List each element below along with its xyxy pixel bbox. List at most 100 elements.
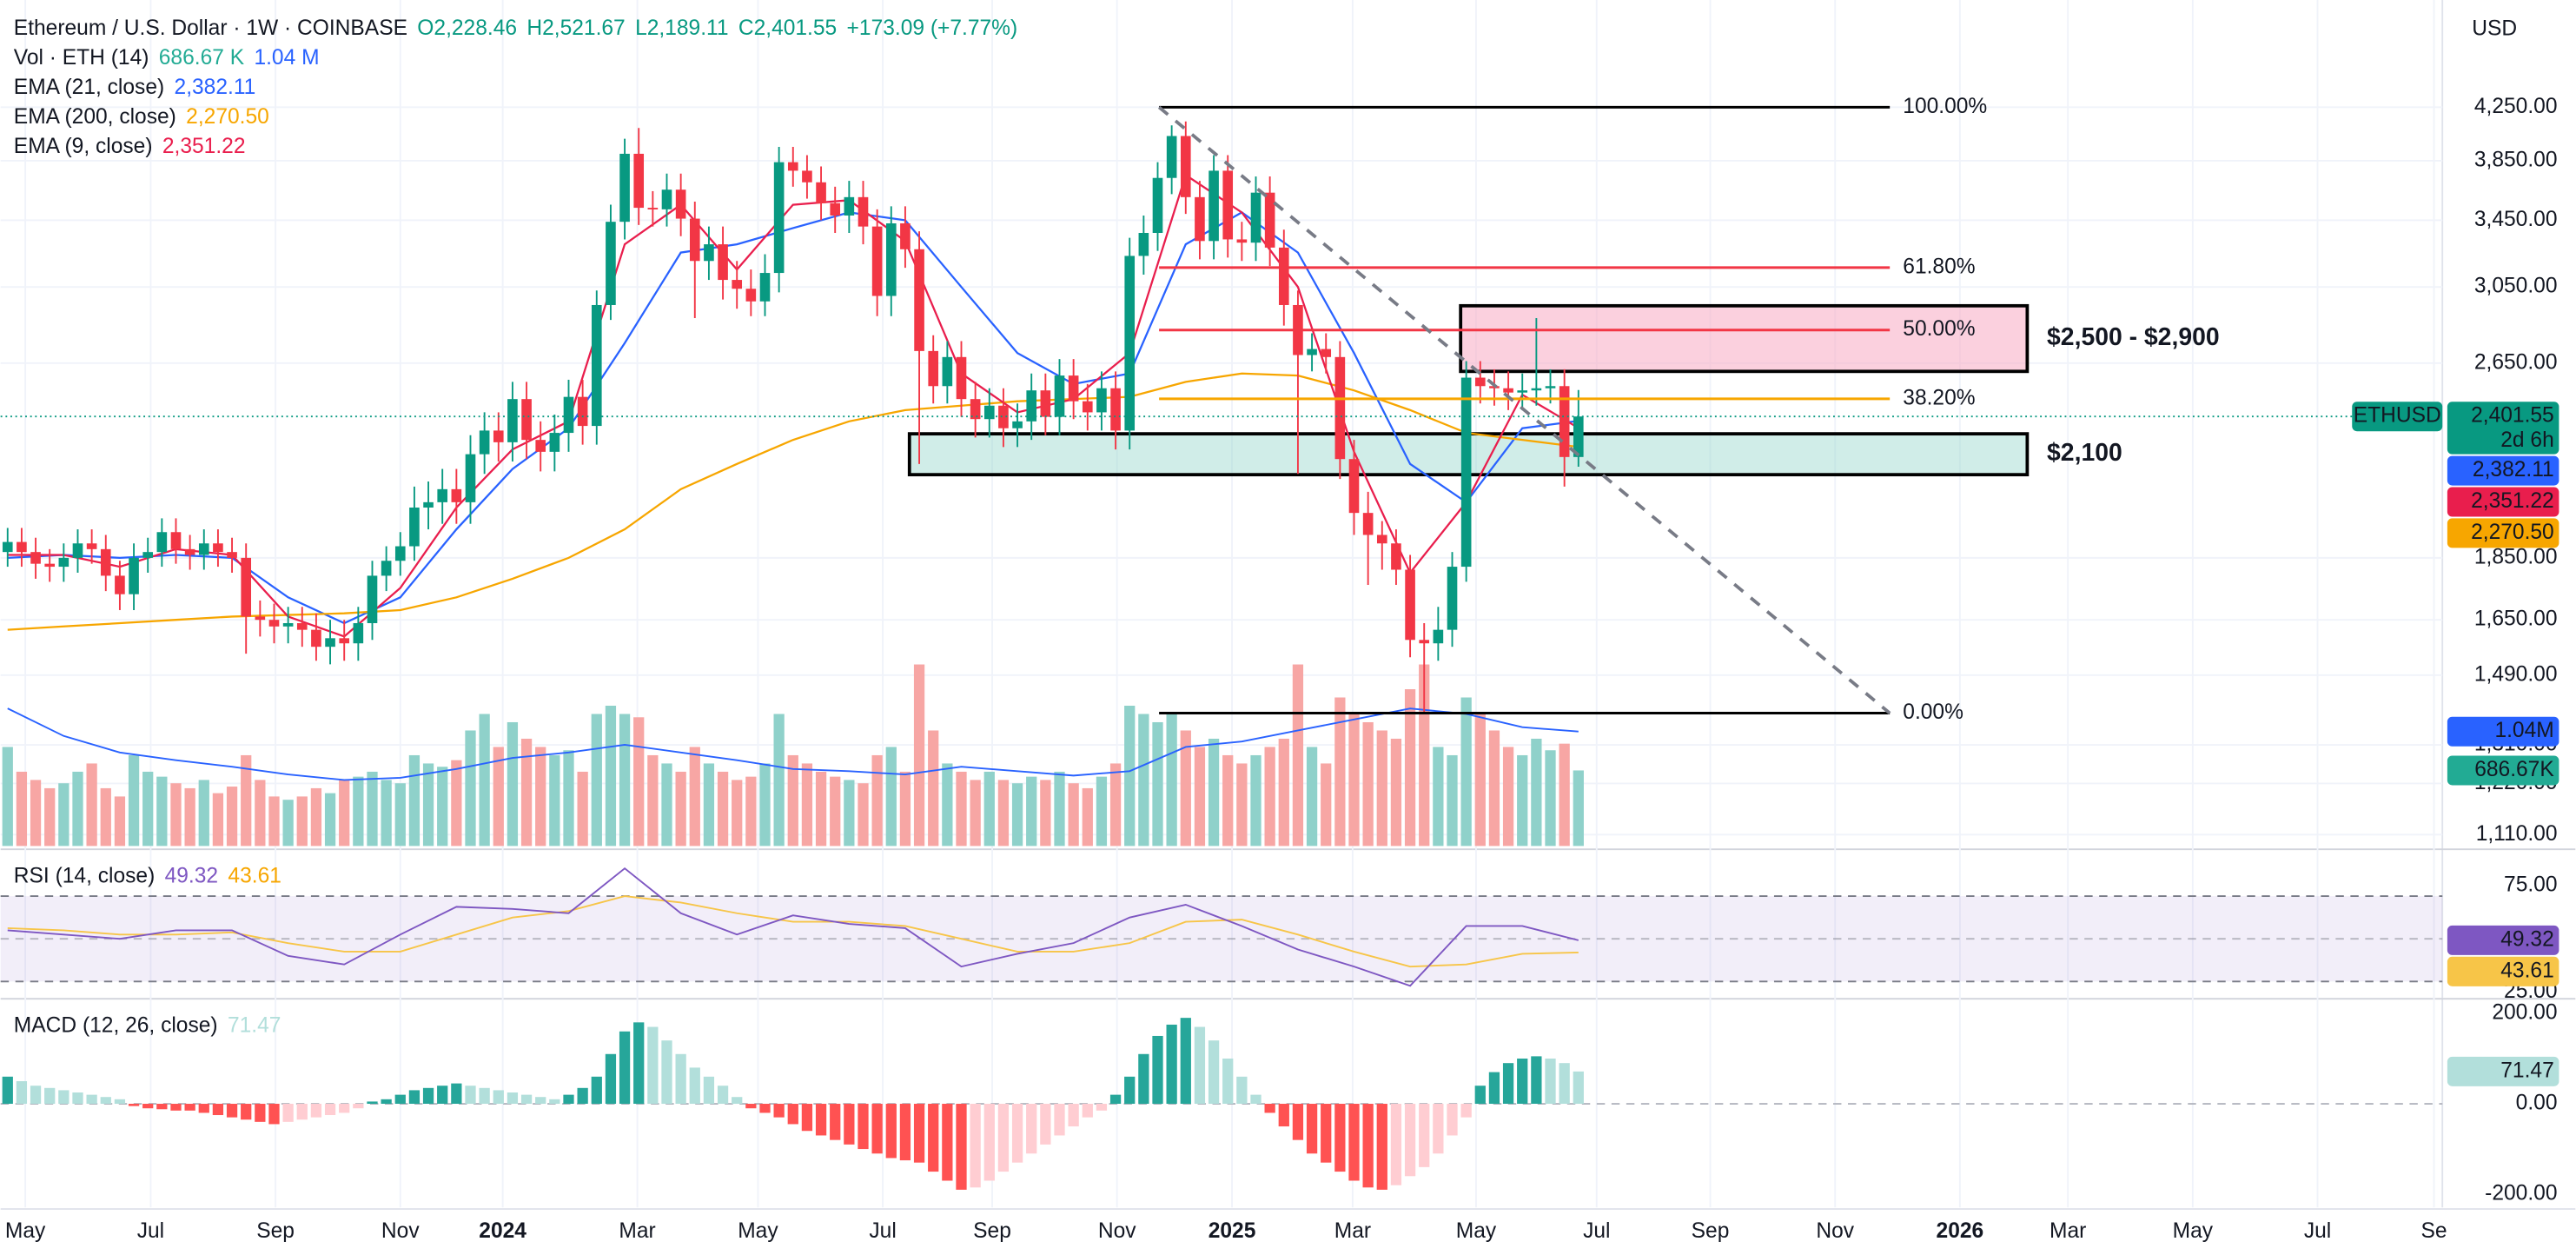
volume-bar <box>563 750 574 847</box>
macd-bar <box>815 1104 827 1136</box>
candle-body <box>1152 177 1163 233</box>
fib-label: 38.20% <box>1903 386 1975 409</box>
y-tick-label: 1,650.00 <box>2474 608 2558 631</box>
volume-bar <box>142 771 154 847</box>
volume-bar <box>353 776 364 847</box>
legend-item: 2,270.50 <box>186 106 269 129</box>
candle-body <box>1321 349 1332 357</box>
legend-item: RSI (14, close) <box>14 865 155 888</box>
macd-bar <box>58 1090 70 1105</box>
macd-bar <box>170 1104 182 1111</box>
macd-bar <box>983 1104 995 1181</box>
macd-bar <box>114 1099 126 1105</box>
macd-bar <box>1082 1104 1093 1118</box>
x-tick-label: Nov <box>381 1219 420 1243</box>
volume-bar <box>86 763 97 847</box>
symbol-tag <box>2352 402 2443 432</box>
x-tick-label: Mar <box>1334 1219 1371 1243</box>
last-price-tag-text: 2,401.55 <box>2471 404 2554 428</box>
currency-label: USD <box>2472 17 2517 41</box>
volume-bar <box>1460 697 1472 847</box>
candle-body <box>44 563 56 568</box>
candle-body <box>956 356 967 400</box>
macd-bar <box>577 1087 588 1105</box>
zone <box>1459 303 2030 374</box>
volume-bar <box>591 714 602 847</box>
ema-line <box>7 211 1579 625</box>
rsi-tag-text: 49.32 <box>2500 927 2553 951</box>
macd-tick-label: 200.00 <box>2492 1000 2557 1024</box>
macd-bar <box>1124 1076 1136 1105</box>
volume-bar <box>1362 721 1374 847</box>
volume-bar <box>226 787 238 847</box>
macd-bar <box>535 1097 546 1105</box>
macd-bar <box>1559 1063 1570 1105</box>
candle-body <box>437 488 448 502</box>
macd-bar <box>871 1104 883 1154</box>
macd-bar <box>1362 1104 1374 1188</box>
candle-body <box>1545 386 1556 388</box>
legend-item: O2,228.46 <box>417 17 517 41</box>
macd-bar <box>142 1104 154 1109</box>
x-tick-label: Nov <box>1098 1219 1136 1243</box>
volume-bar <box>619 714 631 847</box>
macd-bar <box>268 1104 280 1125</box>
volume-bar <box>689 747 700 847</box>
volume-bar <box>465 730 476 847</box>
volume-bar <box>1222 754 1234 847</box>
volume-bar <box>1180 730 1191 847</box>
macd-bar <box>956 1104 967 1190</box>
candle-body <box>1068 375 1079 402</box>
x-tick-label: 2026 <box>1937 1219 1984 1243</box>
macd-bar <box>1517 1058 1528 1105</box>
rsi-line <box>7 867 1579 987</box>
y-tick-label: 3,450.00 <box>2474 208 2558 231</box>
volume-bar <box>1124 705 1136 847</box>
macd-bar <box>1474 1086 1486 1105</box>
volume-bar <box>212 793 224 847</box>
macd-bar <box>703 1076 715 1105</box>
volume-bar <box>1292 664 1304 847</box>
candle-body <box>213 543 223 553</box>
candle-body <box>577 396 588 427</box>
ema-tag-text: 2,270.50 <box>2471 521 2554 544</box>
legend-item: 49.32 <box>165 865 218 888</box>
trendline <box>1157 105 1891 714</box>
macd-bar <box>128 1104 140 1106</box>
macd-bar <box>1096 1104 1108 1111</box>
macd-bar <box>296 1104 308 1120</box>
volume-bar <box>507 721 519 847</box>
volume-bar <box>647 754 659 847</box>
candle-body <box>1433 629 1444 644</box>
volume-bar <box>633 717 645 847</box>
macd-bar <box>479 1087 490 1105</box>
candle-body <box>675 189 686 219</box>
x-tick-label: May <box>5 1219 46 1243</box>
x-tick-label: May <box>1456 1219 1497 1243</box>
macd-bar <box>1348 1104 1360 1181</box>
y-tick-label: 1,850.00 <box>2474 545 2558 568</box>
volume-bar <box>268 796 280 847</box>
macd-bar <box>1292 1104 1304 1140</box>
macd-bar <box>970 1104 981 1188</box>
candle-body <box>1166 136 1177 178</box>
candle-body <box>704 244 714 262</box>
candle-body <box>367 575 378 623</box>
volume-bar <box>801 763 813 847</box>
fib-label: 61.80% <box>1903 255 1975 278</box>
macd-tag-text: 71.47 <box>2500 1059 2553 1082</box>
candle-body <box>732 280 743 289</box>
legend-item: C2,401.55 <box>738 17 837 41</box>
legend-item: 686.67 K <box>159 47 245 70</box>
macd-bar <box>1545 1058 1556 1105</box>
volume-bar <box>1278 738 1289 847</box>
volume-bar <box>408 754 421 847</box>
x-tick-label: Nov <box>1816 1219 1854 1243</box>
legend-row: MACD (12, 26, close) 71.47 <box>14 1014 281 1038</box>
candle-body <box>241 557 252 617</box>
legend-item: 2,382.11 <box>175 76 256 100</box>
candle-body <box>1124 256 1136 431</box>
volume-bar <box>1545 750 1556 847</box>
macd-bar <box>310 1104 322 1118</box>
